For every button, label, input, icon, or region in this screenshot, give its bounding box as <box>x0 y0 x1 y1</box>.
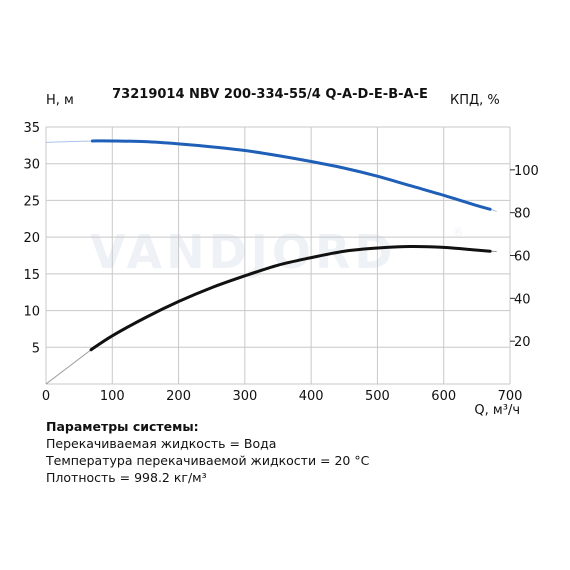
left-y-axis-ticks: 5 10 15 20 25 30 35 <box>23 121 40 356</box>
efficiency-curve-line <box>89 244 492 352</box>
x-tick-label: 300 <box>232 389 257 404</box>
right-y-tick-label: 60 <box>514 250 531 265</box>
watermark-registered-mark: ® <box>452 225 464 239</box>
left-y-tick-label: 5 <box>32 341 40 356</box>
x-tick-label: 0 <box>42 389 50 404</box>
series-lines <box>45 139 497 385</box>
right-y-tick-label: 40 <box>514 292 531 307</box>
left-y-tick-label: 25 <box>23 194 40 209</box>
watermark-text: VANDJORD <box>90 225 397 279</box>
head-curve-line <box>90 139 492 211</box>
right-y-axis-label: КПД, % <box>450 93 500 108</box>
system-parameters: Параметры системы: Перекачиваемая жидкос… <box>46 418 369 486</box>
chart-title: 73219014 NBV 200-334-55/4 Q-A-D-E-B-A-E <box>112 87 428 102</box>
x-axis-label: Q, м³/ч <box>474 403 520 418</box>
liquid-temperature: Температура перекачиваемой жидкости = 20… <box>46 453 370 468</box>
left-y-axis-label: H, м <box>46 93 74 108</box>
series-extension-start <box>45 140 93 143</box>
x-tick-label: 200 <box>166 389 191 404</box>
x-axis-ticks: 0 100 200 300 400 500 600 700 <box>42 389 523 404</box>
left-y-tick-label: 15 <box>23 268 40 283</box>
x-tick-label: 700 <box>498 389 523 404</box>
series-extension-start <box>45 349 92 385</box>
left-y-tick-label: 30 <box>23 158 40 173</box>
right-y-tick-label: 20 <box>514 335 531 350</box>
system-parameters-heading: Параметры системы: <box>46 419 199 434</box>
left-y-tick-label: 35 <box>23 121 40 136</box>
x-tick-label: 400 <box>299 389 324 404</box>
x-tick-label: 500 <box>365 389 390 404</box>
pumped-liquid: Перекачиваемая жидкость = Вода <box>46 436 277 451</box>
right-y-axis-ticks: 20 40 60 80 100 <box>510 164 539 350</box>
right-y-tick-label: 80 <box>514 207 531 222</box>
watermark: VANDJORD ® <box>90 225 464 279</box>
liquid-density: Плотность = 998.2 кг/м³ <box>46 470 207 485</box>
left-y-tick-label: 20 <box>23 231 40 246</box>
right-y-tick-label: 100 <box>514 164 539 179</box>
x-tick-label: 600 <box>431 389 456 404</box>
left-y-tick-label: 10 <box>23 305 40 320</box>
x-tick-label: 100 <box>100 389 125 404</box>
